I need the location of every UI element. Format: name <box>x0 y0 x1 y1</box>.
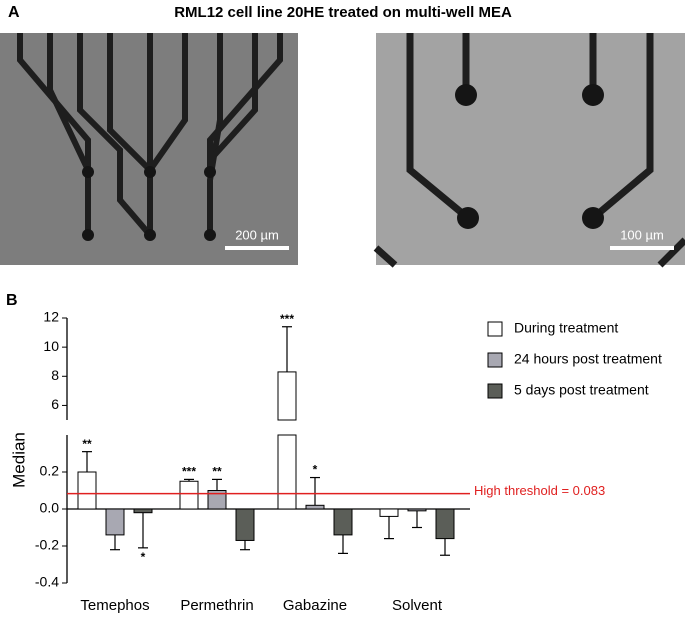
legend-swatch <box>487 352 503 368</box>
x-tick-label: Solvent <box>392 597 443 614</box>
significance-label: * <box>141 550 146 564</box>
bar <box>133 508 153 514</box>
legend-swatch <box>487 321 503 337</box>
micrograph-left: 200 µm <box>0 33 298 265</box>
y-tick-label: 6 <box>51 396 59 412</box>
micrograph-right: 100 µm <box>373 33 685 268</box>
bar <box>277 371 297 421</box>
bar <box>305 504 325 510</box>
threshold-label: High threshold = 0.083 <box>474 483 605 498</box>
legend-label: During treatment <box>514 320 618 336</box>
y-tick-label: 10 <box>43 338 59 354</box>
x-tick-label: Gabazine <box>283 597 347 614</box>
legend-label: 24 hours post treatment <box>514 351 662 367</box>
bar <box>379 508 399 517</box>
significance-label: *** <box>280 312 294 326</box>
axis-break <box>276 421 298 434</box>
y-axis-title: Median <box>9 432 28 488</box>
scale-bar-label: 200 µm <box>235 227 279 242</box>
y-tick-label: -0.2 <box>35 537 59 553</box>
bar <box>179 480 199 510</box>
legend-label: 5 days post treatment <box>514 382 649 398</box>
scale-bar-label: 100 µm <box>620 227 664 242</box>
panel-label: A <box>8 4 20 21</box>
y-tick-label: 0.2 <box>40 463 60 479</box>
y-tick-label: 0.0 <box>40 500 60 516</box>
significance-label: * <box>313 463 318 477</box>
panel-label: B <box>6 292 18 309</box>
bar <box>105 508 125 536</box>
bar <box>435 508 455 540</box>
figure-title: RML12 cell line 20HE treated on multi-we… <box>174 4 512 21</box>
bar <box>235 508 255 541</box>
x-tick-label: Permethrin <box>180 597 253 614</box>
significance-label: ** <box>82 437 92 451</box>
bar <box>77 471 97 510</box>
y-tick-label: -0.4 <box>35 574 59 590</box>
y-tick-label: 8 <box>51 367 59 383</box>
y-tick-label: 12 <box>43 309 59 325</box>
bar <box>407 508 427 512</box>
significance-label: *** <box>182 465 196 479</box>
legend-swatch <box>487 383 503 399</box>
bar <box>333 508 353 536</box>
significance-label: ** <box>212 465 222 479</box>
x-tick-label: Temephos <box>80 597 149 614</box>
bar <box>277 434 297 510</box>
